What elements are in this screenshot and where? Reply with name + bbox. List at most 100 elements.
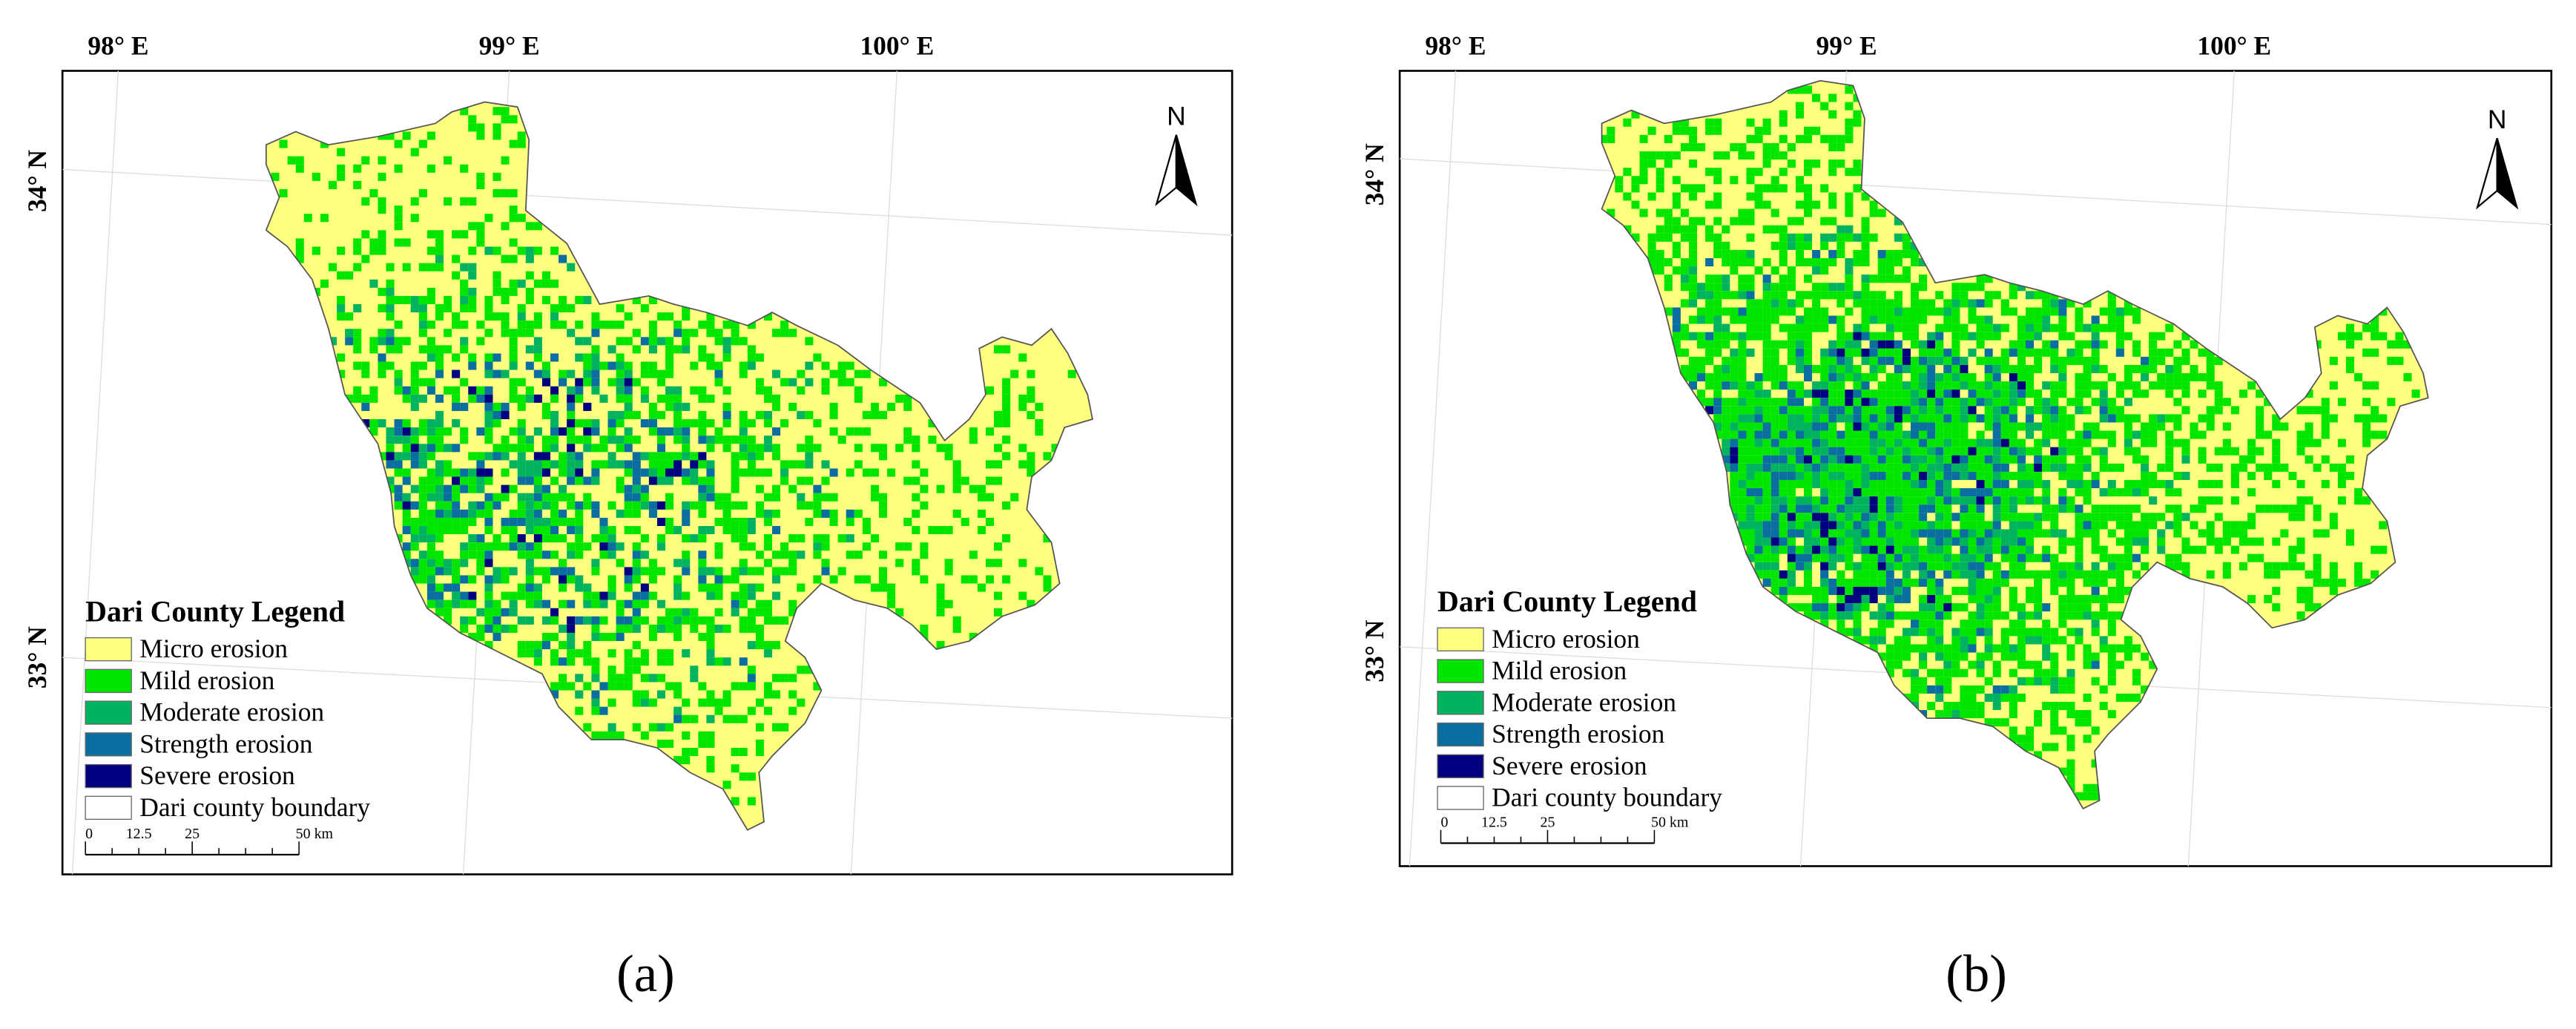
- erosion-cell: [1902, 668, 1911, 677]
- erosion-cell: [1927, 619, 1936, 628]
- erosion-cell: [2058, 578, 2067, 587]
- erosion-cell: [1639, 134, 1648, 143]
- erosion-cell: [706, 616, 715, 625]
- erosion-cell: [616, 303, 625, 313]
- erosion-cell: [1910, 463, 1920, 472]
- erosion-cell: [2214, 545, 2223, 554]
- erosion-cell: [1705, 406, 1714, 415]
- erosion-cell: [1902, 414, 1911, 423]
- erosion-cell: [1853, 595, 1862, 604]
- erosion-cell: [1861, 496, 1870, 505]
- erosion-cell: [1812, 307, 1821, 316]
- erosion-cell: [1968, 471, 1977, 480]
- erosion-cell: [821, 559, 830, 568]
- erosion-cell: [2042, 414, 2051, 423]
- erosion-cell: [944, 599, 953, 608]
- erosion-cell: [2173, 356, 2182, 365]
- erosion-cell: [1910, 628, 1920, 637]
- erosion-cell: [2141, 562, 2150, 571]
- erosion-cell: [1828, 93, 1837, 102]
- erosion-cell: [2345, 471, 2354, 480]
- erosion-cell: [1680, 184, 1689, 193]
- erosion-cell: [772, 674, 781, 683]
- erosion-cell: [673, 435, 682, 444]
- erosion-cell: [1869, 274, 1878, 283]
- erosion-cell: [2066, 710, 2075, 719]
- erosion-cell: [616, 632, 625, 642]
- erosion-cell: [1803, 340, 1813, 349]
- erosion-cell: [1688, 315, 1698, 324]
- erosion-cell: [1894, 299, 1903, 308]
- erosion-cell: [1960, 496, 1969, 505]
- erosion-cell: [624, 394, 633, 403]
- erosion-cell: [1894, 430, 1903, 439]
- erosion-cell: [1894, 595, 1903, 604]
- erosion-cell: [2141, 463, 2150, 472]
- erosion-cell: [2149, 356, 2158, 365]
- erosion-cell: [452, 230, 461, 239]
- erosion-cell: [2042, 291, 2051, 300]
- erosion-cell: [2050, 430, 2059, 439]
- erosion-cell: [444, 599, 452, 608]
- erosion-cell: [1951, 553, 1960, 562]
- erosion-cell: [559, 484, 567, 493]
- erosion-cell: [2058, 373, 2067, 382]
- erosion-cell: [1795, 406, 1804, 415]
- erosion-cell: [2091, 726, 2100, 735]
- erosion-cell: [640, 534, 649, 543]
- erosion-cell: [1951, 496, 1960, 505]
- erosion-cell: [1951, 488, 1960, 497]
- erosion-cell: [2026, 414, 2035, 423]
- erosion-cell: [2296, 438, 2305, 447]
- erosion-cell: [656, 468, 666, 477]
- erosion-cell: [772, 616, 781, 625]
- erosion-cell: [583, 369, 592, 378]
- erosion-cell: [1960, 299, 1969, 308]
- erosion-cell: [501, 624, 510, 633]
- erosion-cell: [870, 493, 879, 502]
- erosion-cell: [1960, 422, 1969, 431]
- erosion-cell: [2042, 299, 2051, 308]
- erosion-cell: [755, 583, 764, 592]
- erosion-cell: [435, 435, 444, 444]
- erosion-cell: [2256, 537, 2264, 546]
- erosion-cell: [1762, 471, 1771, 480]
- erosion-cell: [2132, 381, 2141, 390]
- erosion-cell: [854, 369, 863, 378]
- erosion-cell: [656, 567, 666, 576]
- erosion-cell: [2066, 447, 2075, 456]
- erosion-cell: [2058, 430, 2067, 439]
- erosion-cell: [1722, 430, 1730, 439]
- erosion-cell: [2034, 513, 2043, 522]
- erosion-cell: [1803, 373, 1813, 382]
- erosion-cell: [1902, 389, 1911, 398]
- erosion-cell: [452, 386, 461, 395]
- erosion-cell: [386, 435, 395, 444]
- erosion-cell: [541, 271, 550, 280]
- erosion-cell: [2050, 513, 2059, 522]
- erosion-cell: [1770, 208, 1779, 217]
- erosion-cell: [1894, 291, 1903, 300]
- erosion-cell: [1828, 537, 1837, 546]
- erosion-cell: [1787, 562, 1796, 571]
- erosion-cell: [2173, 381, 2182, 390]
- erosion-cell: [682, 476, 691, 485]
- erosion-cell: [2157, 537, 2166, 546]
- erosion-cell: [476, 238, 485, 247]
- erosion-cell: [1877, 332, 1886, 341]
- erosion-cell: [1845, 529, 1854, 538]
- erosion-cell: [1943, 323, 1952, 332]
- erosion-cell: [303, 214, 312, 223]
- erosion-cell: [1976, 430, 1985, 439]
- erosion-cell: [1738, 364, 1747, 374]
- erosion-cell: [2181, 562, 2190, 571]
- erosion-cell: [1910, 685, 1920, 694]
- erosion-cell: [468, 517, 477, 527]
- erosion-cell: [295, 246, 304, 255]
- erosion-cell: [533, 460, 542, 469]
- erosion-cell: [2313, 513, 2322, 522]
- erosion-cell: [698, 419, 707, 428]
- erosion-cell: [640, 690, 649, 699]
- erosion-cell: [386, 279, 395, 288]
- erosion-cell: [1672, 266, 1681, 275]
